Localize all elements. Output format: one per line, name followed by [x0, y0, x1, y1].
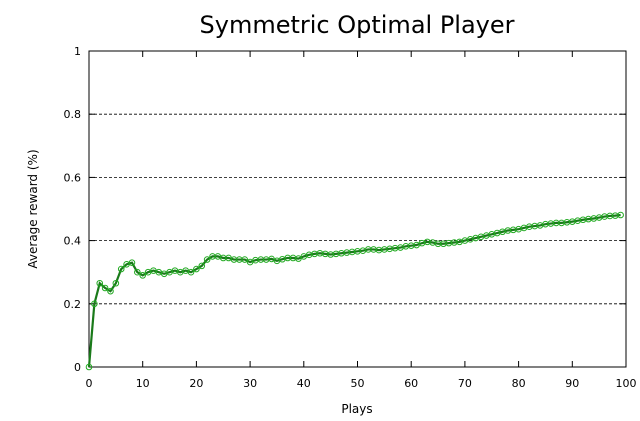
y-tick-label: 0.8 — [64, 108, 82, 121]
data-point — [112, 279, 120, 287]
x-tick-label: 80 — [512, 377, 526, 390]
series-layer — [85, 211, 624, 371]
data-point — [134, 268, 141, 276]
x-tick-label: 70 — [458, 377, 472, 390]
data-point — [85, 363, 93, 371]
data-point — [617, 211, 624, 219]
data-point — [128, 259, 136, 267]
x-tick-label: 60 — [404, 377, 418, 390]
x-tick-label: 100 — [616, 377, 637, 390]
axis-ticks: 00.20.40.60.810 10 20 30 40 50 60 70 80 90 100 — [64, 45, 637, 390]
y-tick-label: 1 — [74, 45, 81, 58]
x-tick-label: 50 — [351, 377, 365, 390]
data-point — [91, 300, 98, 308]
y-tick-label: 0.2 — [64, 298, 82, 311]
data-point — [107, 287, 114, 295]
data-point — [139, 272, 146, 279]
data-point — [101, 284, 109, 292]
gridlines — [89, 113, 626, 305]
x-tick-label: 90 — [565, 377, 579, 390]
data-point — [198, 262, 206, 270]
series-line — [87, 213, 621, 368]
data-point — [241, 256, 249, 263]
x-tick-label: 20 — [189, 377, 203, 390]
data-point — [193, 265, 200, 273]
chart-title: Symmetric Optimal Player — [200, 11, 515, 39]
y-tick-label: 0.4 — [64, 235, 82, 248]
plot-frame — [88, 50, 627, 368]
data-point — [295, 255, 302, 262]
data-point — [117, 265, 125, 273]
x-tick-label: 30 — [243, 377, 257, 390]
data-point — [96, 279, 104, 287]
y-tick-label: 0 — [74, 361, 81, 374]
x-tick-label: 40 — [297, 377, 311, 390]
x-tick-label: 10 — [136, 377, 150, 390]
x-tick-label: 0 — [86, 377, 93, 390]
data-point — [187, 268, 195, 276]
x-axis-label: Plays — [341, 402, 372, 416]
y-axis-label: Average reward (%) — [26, 149, 40, 268]
y-tick-label: 0.6 — [64, 171, 82, 184]
data-point — [203, 256, 211, 263]
